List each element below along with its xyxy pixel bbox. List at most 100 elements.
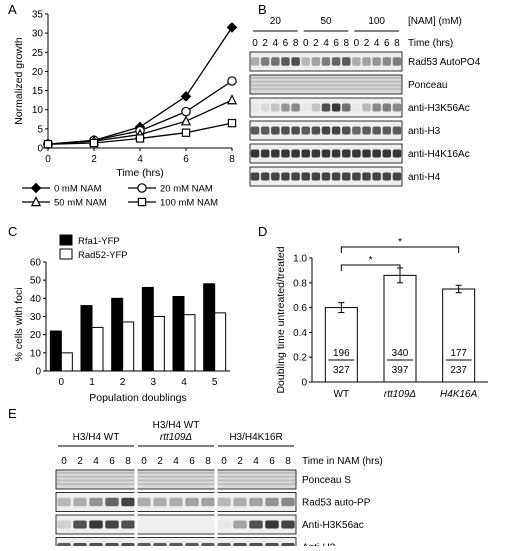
lane-time-label: 2 — [364, 38, 370, 49]
band — [331, 126, 341, 135]
band — [342, 149, 351, 158]
legend-label: 0 mM NAM — [54, 184, 102, 195]
band — [121, 497, 135, 507]
panel-letter-e: E — [8, 406, 17, 421]
x-tick-label: WT — [334, 389, 350, 400]
x-tick-label: rtt109Δ — [384, 389, 417, 400]
band — [271, 149, 280, 158]
band — [89, 520, 103, 529]
band — [291, 149, 300, 158]
band — [250, 149, 260, 158]
lane-time-label: 8 — [343, 38, 349, 49]
panel-letter-d: D — [258, 224, 267, 239]
legend-label: 50 mM NAM — [54, 198, 107, 209]
lane-time-label: 0 — [61, 456, 67, 467]
numerator-label: 196 — [333, 348, 350, 359]
lane-time-label: 6 — [189, 456, 195, 467]
lane-time-label: 6 — [109, 456, 115, 467]
lane-time-label: 8 — [293, 38, 299, 49]
bar — [383, 274, 417, 383]
legend-label: Rfa1-YFP — [78, 236, 120, 247]
panel-letter-b: B — [258, 2, 267, 17]
nam-group-label: 100 — [368, 16, 385, 27]
band — [291, 172, 300, 181]
band — [362, 149, 371, 158]
x-tick-label: 4 — [181, 377, 187, 388]
band — [352, 149, 361, 158]
band — [311, 57, 321, 66]
band — [352, 103, 361, 112]
y-tick-label: 0.8 — [293, 278, 307, 289]
lane-time-label: 6 — [333, 38, 339, 49]
nam-header-label: [NAM] (mM) — [408, 16, 462, 27]
band — [281, 126, 290, 135]
significance-star: * — [369, 254, 373, 266]
smear-band — [57, 472, 295, 474]
band — [291, 57, 300, 66]
y-tick-label: 15 — [32, 86, 44, 97]
band — [342, 57, 351, 66]
time-axis-label: Time in NAM (hrs) — [302, 456, 383, 467]
lane-time-label: 2 — [157, 456, 163, 467]
band — [271, 103, 280, 112]
band — [321, 126, 331, 135]
band — [362, 57, 371, 66]
significance-bracket — [340, 264, 401, 271]
y-tick-label: 0.6 — [293, 303, 307, 314]
band — [342, 172, 351, 181]
numerator-label: 177 — [450, 348, 467, 359]
band — [342, 103, 351, 112]
band — [105, 520, 119, 529]
band — [153, 497, 167, 507]
bar — [442, 288, 476, 383]
x-tick-label: 4 — [137, 154, 143, 165]
lane-time-label: 2 — [313, 38, 319, 49]
band — [321, 149, 331, 158]
bar — [152, 316, 165, 372]
lane-time-label: 4 — [273, 38, 279, 49]
band — [372, 149, 381, 158]
lane-time-label: 4 — [173, 456, 179, 467]
band — [265, 520, 279, 529]
lane-time-label: 6 — [384, 38, 390, 49]
data-point — [227, 76, 237, 86]
y-tick-label: 0 — [37, 144, 43, 155]
band — [311, 149, 321, 158]
band — [392, 126, 402, 135]
bar — [60, 352, 73, 372]
y-tick-label: 25 — [32, 48, 44, 59]
band — [301, 172, 310, 181]
blot-row: Ponceau S — [55, 469, 351, 490]
x-tick-label: 0 — [59, 377, 65, 388]
band — [89, 497, 103, 507]
band — [301, 126, 310, 135]
band — [301, 57, 310, 66]
band — [362, 103, 371, 112]
x-tick-label: 1 — [89, 377, 95, 388]
band — [260, 172, 270, 181]
lane-time-label: 0 — [354, 38, 360, 49]
band — [250, 103, 260, 112]
band — [249, 520, 263, 529]
strain-group-label: rtt109Δ — [160, 432, 193, 443]
smear-band — [251, 80, 401, 83]
blot-row-label: Rad53 AutoPO4 — [408, 57, 481, 68]
band — [201, 497, 215, 507]
denominator-label: 237 — [450, 365, 467, 376]
y-tick-label: 20 — [32, 67, 44, 78]
band — [265, 497, 279, 507]
panel-c-bar-chart: 0 10 20 30 40 50 60 0 1 2 3 4 5 Population doublings%… — [13, 234, 230, 404]
band — [169, 497, 183, 507]
band — [372, 103, 381, 112]
band — [301, 149, 310, 158]
band — [311, 126, 321, 135]
y-tick-label: 30 — [30, 312, 42, 323]
band — [321, 103, 331, 112]
band — [105, 497, 119, 507]
legend-label: 20 mM NAM — [160, 184, 213, 195]
band — [250, 172, 260, 181]
lane-gap — [214, 469, 218, 490]
data-point — [181, 128, 191, 137]
lane-time-label: 8 — [205, 456, 211, 467]
